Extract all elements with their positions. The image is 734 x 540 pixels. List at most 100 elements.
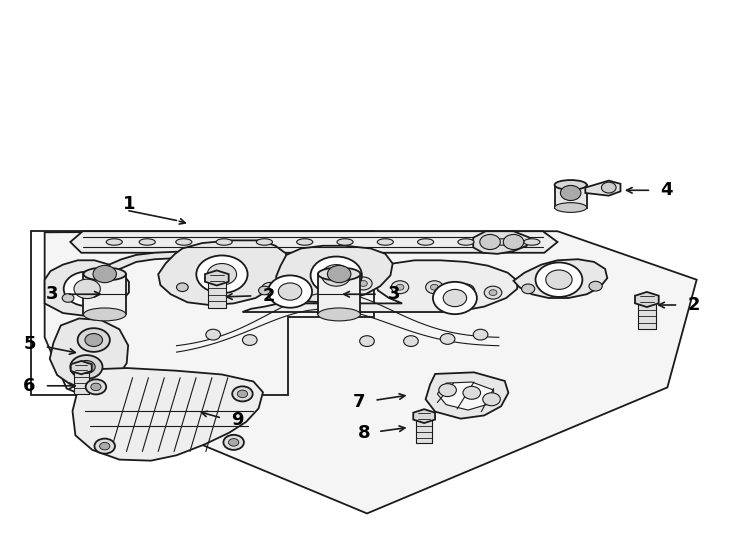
Polygon shape xyxy=(473,231,530,254)
Circle shape xyxy=(320,275,338,288)
Circle shape xyxy=(360,336,374,347)
Circle shape xyxy=(258,286,270,295)
Circle shape xyxy=(325,279,333,285)
Ellipse shape xyxy=(84,308,126,321)
Polygon shape xyxy=(318,274,360,314)
Text: 3: 3 xyxy=(388,285,400,303)
Circle shape xyxy=(504,234,524,249)
Ellipse shape xyxy=(318,268,360,280)
Ellipse shape xyxy=(297,239,313,245)
Polygon shape xyxy=(109,252,176,272)
Circle shape xyxy=(237,390,247,397)
Text: 5: 5 xyxy=(23,335,36,353)
Ellipse shape xyxy=(524,239,540,245)
Ellipse shape xyxy=(555,202,586,212)
Text: 1: 1 xyxy=(123,195,135,213)
Circle shape xyxy=(439,383,457,396)
Circle shape xyxy=(223,435,244,450)
Ellipse shape xyxy=(418,239,434,245)
Circle shape xyxy=(546,270,572,289)
Polygon shape xyxy=(437,382,494,410)
Circle shape xyxy=(100,442,110,450)
Polygon shape xyxy=(84,274,126,314)
Polygon shape xyxy=(73,368,89,394)
Text: 2: 2 xyxy=(688,296,700,314)
Circle shape xyxy=(78,361,95,374)
Text: 9: 9 xyxy=(231,411,244,429)
Polygon shape xyxy=(159,240,286,305)
Circle shape xyxy=(426,281,443,294)
Circle shape xyxy=(206,329,220,340)
Circle shape xyxy=(228,438,239,446)
Polygon shape xyxy=(45,260,129,316)
Circle shape xyxy=(291,279,308,292)
Circle shape xyxy=(433,282,477,314)
Text: 6: 6 xyxy=(23,377,36,395)
Polygon shape xyxy=(514,259,607,298)
Circle shape xyxy=(473,329,488,340)
Text: 8: 8 xyxy=(358,424,371,442)
Circle shape xyxy=(207,264,236,285)
Ellipse shape xyxy=(318,308,360,321)
Circle shape xyxy=(589,281,602,291)
Circle shape xyxy=(404,336,418,347)
Circle shape xyxy=(480,234,501,249)
Polygon shape xyxy=(276,246,393,302)
Circle shape xyxy=(430,285,438,290)
Circle shape xyxy=(278,283,302,300)
Polygon shape xyxy=(555,185,586,207)
Ellipse shape xyxy=(495,239,511,245)
Circle shape xyxy=(522,284,535,294)
Circle shape xyxy=(536,262,582,297)
Ellipse shape xyxy=(175,239,192,245)
Circle shape xyxy=(457,284,475,297)
Circle shape xyxy=(266,286,275,292)
Circle shape xyxy=(261,282,279,295)
Ellipse shape xyxy=(106,239,123,245)
Ellipse shape xyxy=(337,239,353,245)
Polygon shape xyxy=(585,180,620,195)
Circle shape xyxy=(443,289,467,307)
Ellipse shape xyxy=(256,239,272,245)
Text: 4: 4 xyxy=(660,181,672,199)
Polygon shape xyxy=(416,416,432,443)
Polygon shape xyxy=(45,231,697,514)
Circle shape xyxy=(391,281,409,294)
Polygon shape xyxy=(50,319,128,388)
Circle shape xyxy=(463,386,481,399)
Circle shape xyxy=(242,335,257,346)
Circle shape xyxy=(232,386,252,401)
Circle shape xyxy=(176,283,188,292)
Circle shape xyxy=(327,266,351,282)
Circle shape xyxy=(355,277,372,290)
Ellipse shape xyxy=(555,180,586,190)
Circle shape xyxy=(91,383,101,390)
Circle shape xyxy=(62,294,74,302)
Circle shape xyxy=(561,185,581,200)
Circle shape xyxy=(489,290,497,295)
Circle shape xyxy=(321,265,351,286)
Polygon shape xyxy=(242,260,517,312)
Text: 3: 3 xyxy=(46,285,58,303)
Polygon shape xyxy=(635,292,658,307)
Polygon shape xyxy=(638,300,655,329)
Circle shape xyxy=(310,256,362,294)
Circle shape xyxy=(85,334,103,347)
Circle shape xyxy=(268,275,312,308)
Polygon shape xyxy=(208,278,225,308)
Circle shape xyxy=(462,288,470,293)
Circle shape xyxy=(483,393,501,406)
Circle shape xyxy=(78,328,110,352)
Circle shape xyxy=(86,379,106,394)
Polygon shape xyxy=(413,409,435,423)
Circle shape xyxy=(93,266,117,282)
Polygon shape xyxy=(70,231,558,253)
Ellipse shape xyxy=(458,239,474,245)
Ellipse shape xyxy=(377,239,393,245)
Circle shape xyxy=(484,286,502,299)
Text: 2: 2 xyxy=(263,287,275,305)
Text: 7: 7 xyxy=(353,393,366,411)
Polygon shape xyxy=(73,368,263,461)
Circle shape xyxy=(601,182,616,193)
Circle shape xyxy=(64,272,111,306)
